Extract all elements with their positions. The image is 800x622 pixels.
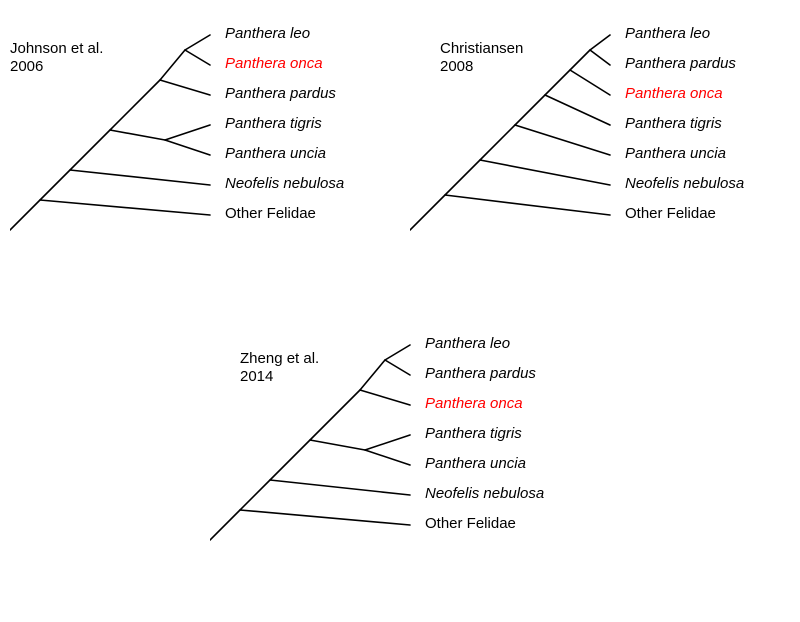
tree-branches bbox=[10, 20, 220, 250]
tree-branches bbox=[210, 330, 420, 560]
tree-branches bbox=[410, 20, 620, 250]
taxon-label: Other Felidae bbox=[225, 205, 316, 222]
taxon-label: Panthera onca bbox=[225, 55, 323, 72]
taxon-label: Neofelis nebulosa bbox=[225, 175, 344, 192]
taxon-label: Panthera leo bbox=[625, 25, 710, 42]
taxon-label: Panthera leo bbox=[425, 335, 510, 352]
taxon-label: Panthera pardus bbox=[425, 365, 536, 382]
taxon-label: Other Felidae bbox=[425, 515, 516, 532]
taxon-label: Panthera uncia bbox=[425, 455, 526, 472]
taxon-label: Neofelis nebulosa bbox=[425, 485, 544, 502]
taxon-label: Panthera uncia bbox=[625, 145, 726, 162]
taxon-label: Panthera pardus bbox=[225, 85, 336, 102]
taxon-label: Other Felidae bbox=[625, 205, 716, 222]
taxon-label: Panthera tigris bbox=[625, 115, 722, 132]
taxon-label: Panthera pardus bbox=[625, 55, 736, 72]
taxon-label: Panthera onca bbox=[425, 395, 523, 412]
tree-zheng: Zheng et al. 2014Panthera leoPanthera pa… bbox=[210, 330, 590, 590]
tree-johnson: Johnson et al. 2006Panthera leoPanthera … bbox=[10, 20, 390, 280]
tree-christiansen: Christiansen 2008Panthera leoPanthera pa… bbox=[410, 20, 790, 280]
taxon-label: Panthera uncia bbox=[225, 145, 326, 162]
taxon-label: Panthera tigris bbox=[225, 115, 322, 132]
taxon-label: Neofelis nebulosa bbox=[625, 175, 744, 192]
taxon-label: Panthera tigris bbox=[425, 425, 522, 442]
taxon-label: Panthera onca bbox=[625, 85, 723, 102]
taxon-label: Panthera leo bbox=[225, 25, 310, 42]
figure: { "background_color": "#ffffff", "line_c… bbox=[0, 0, 800, 622]
